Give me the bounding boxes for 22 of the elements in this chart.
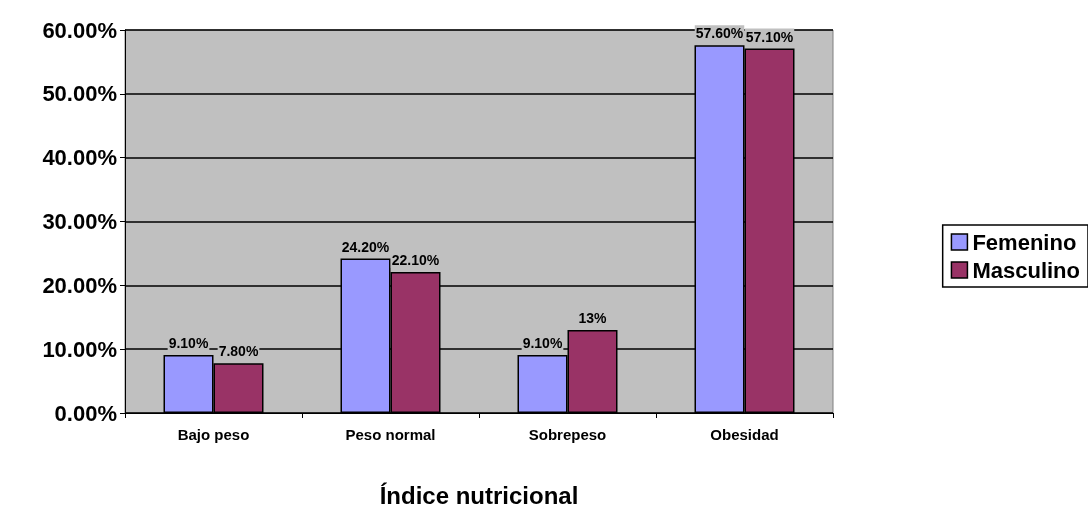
y-tick-label: 10.00% [42,336,117,362]
y-tick-label: 40.00% [42,145,117,171]
x-tick-label: Bajo peso [177,426,250,443]
x-tick-label: Peso normal [345,426,436,443]
data-label: 24.20% [341,238,390,255]
legend-label: Femenino [972,229,1077,255]
x-axis-title: Índice nutricional [379,481,579,509]
data-label: 13% [578,310,608,327]
y-tick-label: 60.00% [42,17,117,43]
data-label: 57.60% [695,25,744,42]
y-tick-label: 0.00% [54,400,117,426]
data-label: 22.10% [391,251,440,268]
y-tick-label: 50.00% [42,81,117,107]
x-tick-label: Sobrepeso [528,426,607,443]
data-label: 7.80% [218,343,259,360]
y-tick-label: 20.00% [42,272,117,298]
x-tick-label: Obesidad [710,426,779,443]
data-label: 9.10% [522,334,563,351]
legend-label: Masculino [972,257,1081,283]
y-tick-label: 30.00% [42,209,117,234]
data-label: 57.10% [745,28,794,45]
data-label: 9.10% [168,334,209,351]
